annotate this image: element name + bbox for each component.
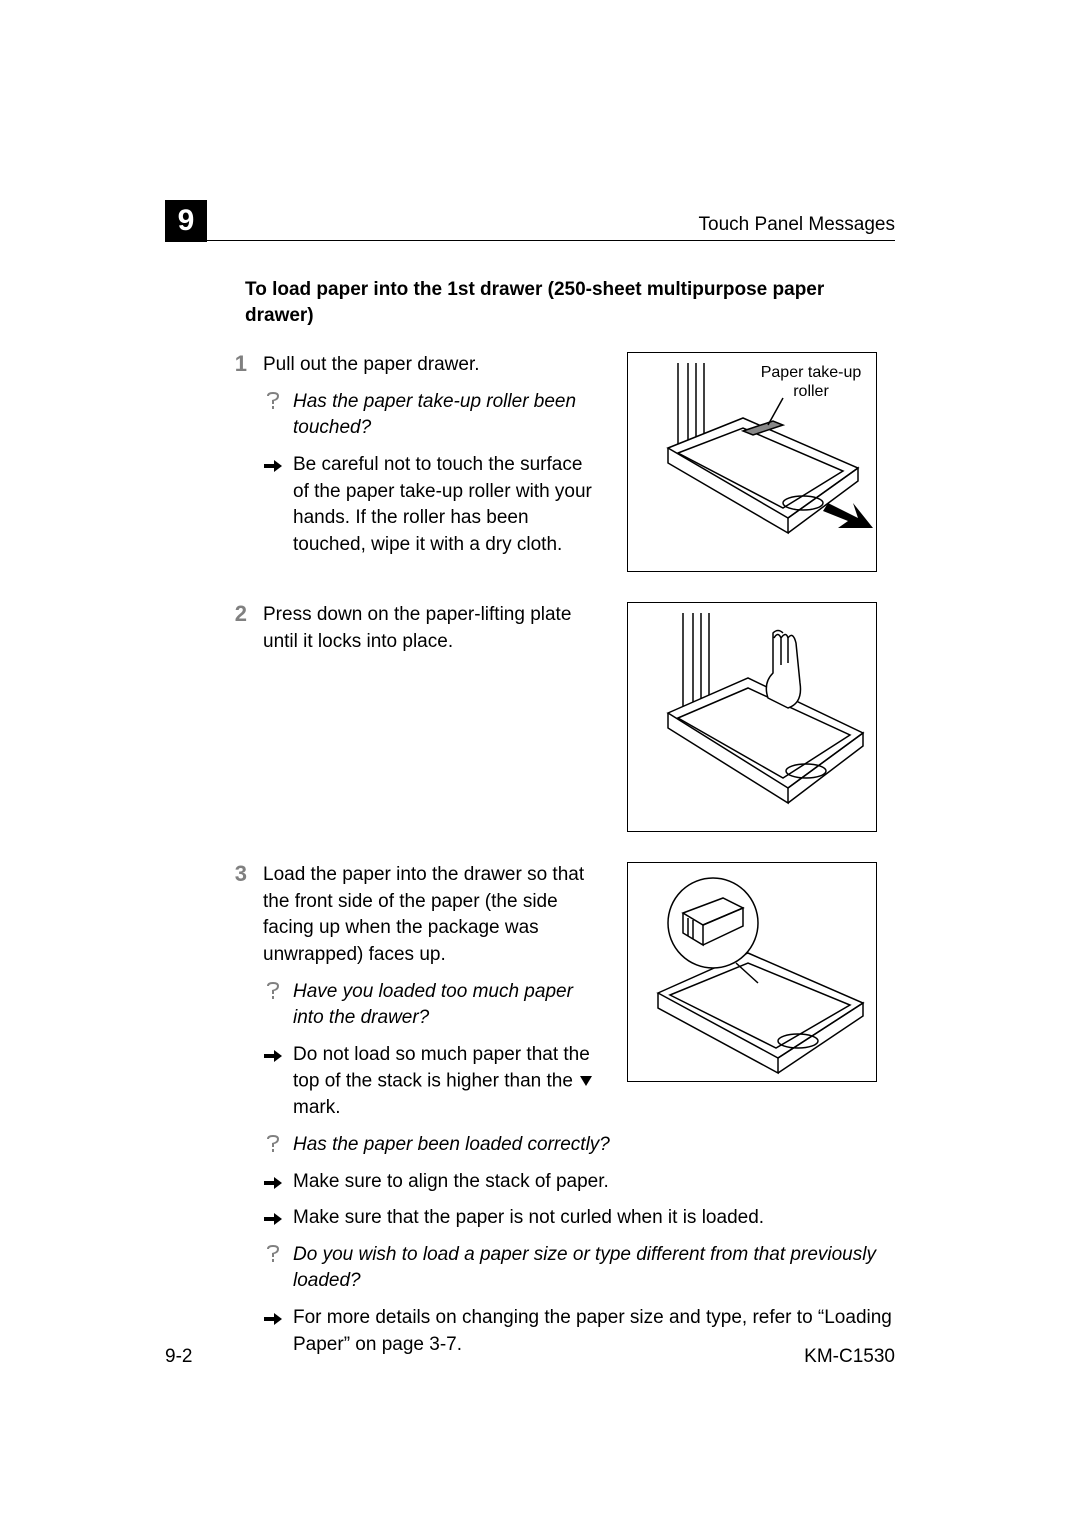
question-text: Has the paper take-up roller been touche… [293,389,603,442]
answer-text: Make sure that the paper is not curled w… [293,1205,895,1232]
chapter-number: 9 [178,204,195,238]
step-text: Press down on the paper-lifting plate un… [263,602,603,655]
step-1: 1 Pull out the paper drawer. Has the pap… [225,352,895,572]
question-icon [263,979,283,1001]
header-title: Touch Panel Messages [699,214,895,236]
chapter-badge: 9 [165,200,207,242]
step-number: 2 [225,602,247,832]
arrow-icon [263,1169,283,1189]
question-icon [263,1132,283,1154]
arrow-icon [263,1305,283,1325]
step-number: 3 [225,862,247,1358]
arrow-icon [263,1042,283,1062]
load-paper-illustration-icon [628,863,878,1083]
step-2: 2 Press down on the paper-lifting plate … [225,602,895,832]
question-text: Do you wish to load a paper size or type… [293,1242,895,1295]
page-content: 9 Touch Panel Messages To load paper int… [165,200,895,1388]
page-header: 9 Touch Panel Messages [165,200,895,241]
arrow-icon [263,1205,283,1225]
question-text: Has the paper been loaded correctly? [293,1132,895,1159]
step-text: Pull out the paper drawer. [263,352,603,379]
press-plate-illustration-icon [628,603,878,833]
section-heading: To load paper into the 1st drawer (250-s… [245,277,895,328]
arrow-icon [263,452,283,472]
answer-text: Do not load so much paper that the top o… [293,1042,603,1122]
triangle-down-icon [580,1068,592,1095]
question-icon [263,1242,283,1264]
page-number: 9-2 [165,1346,192,1368]
page-footer: 9-2 KM-C1530 [165,1346,895,1368]
model-number: KM-C1530 [804,1346,895,1368]
answer-text: Make sure to align the stack of paper. [293,1169,895,1196]
figure-2 [627,602,877,832]
question-text: Have you loaded too much paper into the … [293,979,603,1032]
figure-3 [627,862,877,1082]
figure-1: Paper take-up roller [627,352,877,572]
question-icon [263,389,283,411]
step-3: 3 Load the paper into the drawer so that… [225,862,895,1358]
step-text: Load the paper into the drawer so that t… [263,862,603,968]
step-number: 1 [225,352,247,572]
answer-text: Be careful not to touch the surface of t… [293,452,603,558]
figure-label: Paper take-up roller [756,363,866,401]
